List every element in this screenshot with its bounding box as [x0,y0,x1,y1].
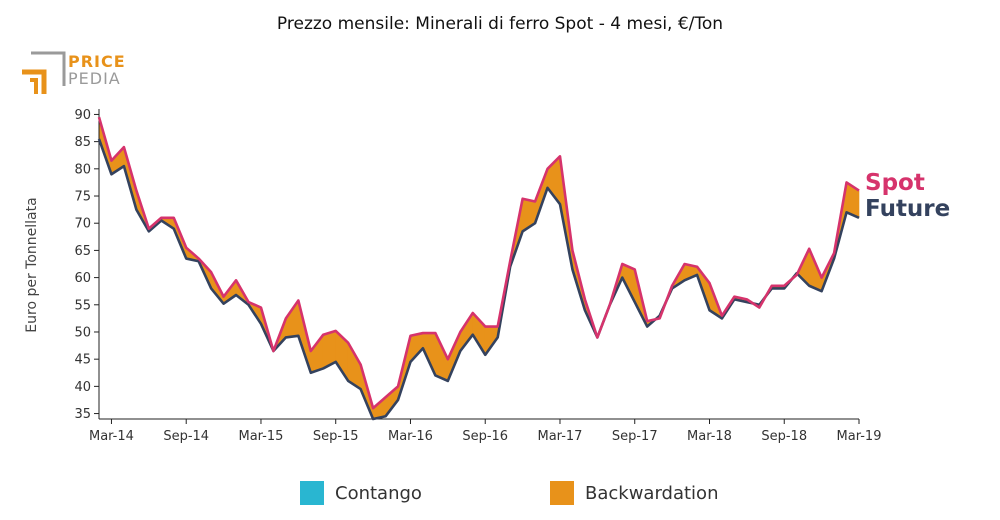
logo-orange-bracket-inner [30,78,38,94]
x-tick-label-Sep-18: Sep-18 [761,429,807,444]
logo-orange-bracket-outer [22,69,47,94]
logo-text-pedia: PEDIA [68,69,121,88]
legend-label-contango: Contango [335,483,422,504]
y-tick-label-45: 45 [74,353,91,368]
backwardation-area-segment-17 [310,333,324,374]
y-tick-label-55: 55 [74,298,91,313]
series-line-future [97,138,860,421]
y-tick-label-35: 35 [74,407,91,422]
x-tick-label-Sep-17: Sep-17 [612,429,658,444]
logo-mark-icon [22,51,66,94]
legend-label-backwardation: Backwardation [585,483,718,504]
y-tick-label-75: 75 [74,190,91,205]
series-label-future: Future [865,196,950,222]
y-tick-label-90: 90 [74,108,91,123]
x-tick-label-Mar-19: Mar-19 [837,429,882,444]
legend: Contango Backwardation [300,481,718,505]
x-tick-label-Mar-18: Mar-18 [687,429,732,444]
backwardation-area-segment-29 [460,311,474,352]
y-axis-title: Euro per Tonnellata [24,197,40,332]
x-tick-label-Mar-17: Mar-17 [538,429,583,444]
series-label-spot: Spot [865,170,925,196]
y-tick-label-80: 80 [74,162,91,177]
y-tick-label-50: 50 [74,325,91,340]
x-tick-label-Mar-15: Mar-15 [238,429,283,444]
series-lines [97,116,860,421]
y-tick-label-65: 65 [74,244,91,259]
x-tick-label-Sep-16: Sep-16 [462,429,508,444]
series-line-spot [97,116,860,410]
legend-swatch-contango [300,481,324,505]
axes: 35 40 45 50 55 60 65 70 75 80 85 90 Mar-14 Sep-14 Mar-… [74,108,881,444]
spread-fill-layer [98,117,860,420]
x-tick-label-Sep-15: Sep-15 [313,429,359,444]
backwardation-area-segment-25 [410,332,424,363]
logo-text-price: PRICE [68,52,126,71]
x-tick-label-Mar-16: Mar-16 [388,429,433,444]
legend-swatch-backwardation [550,481,574,505]
x-tick-label-Sep-14: Sep-14 [163,429,209,444]
y-tick-label-40: 40 [74,380,91,395]
y-tick-label-60: 60 [74,271,91,286]
logo-gray-bracket [31,51,66,86]
x-tick-label-Mar-14: Mar-14 [89,429,134,444]
pricepedia-logo: PRICE PEDIA [22,51,126,94]
backwardation-area-segment-15 [285,299,299,338]
y-tick-label-85: 85 [74,135,91,150]
y-tick-label-70: 70 [74,217,91,232]
chart-title: Prezzo mensile: Minerali di ferro Spot -… [277,14,723,34]
